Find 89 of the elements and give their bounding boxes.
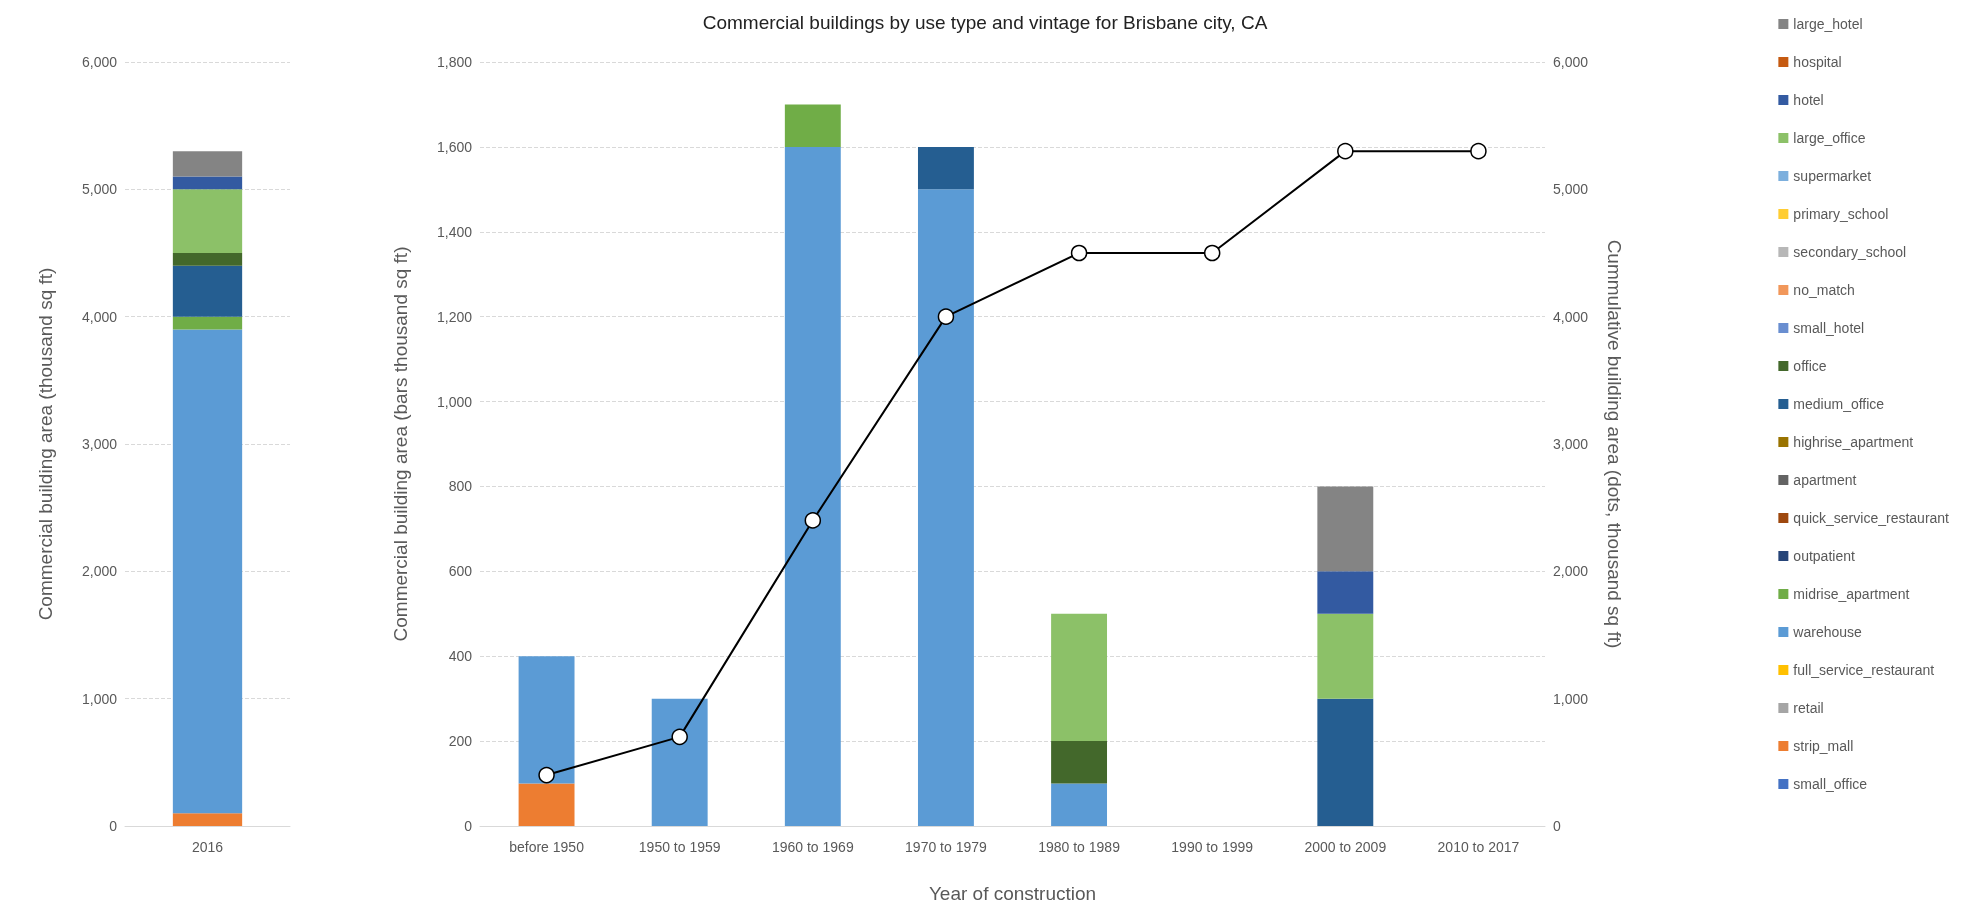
- legend-label: hospital: [1793, 54, 1842, 70]
- y-tick-label: 1,600: [436, 138, 473, 155]
- x-tick-label: 2010 to 2017: [1437, 839, 1520, 855]
- legend-label: apartment: [1793, 472, 1857, 488]
- point: [538, 766, 555, 784]
- bar: [651, 698, 708, 826]
- y-tick-label: 4,000: [81, 308, 118, 325]
- x-tick-label: 1960 to 1969: [771, 839, 854, 855]
- bar: [172, 813, 243, 826]
- legend-label: warehouse: [1792, 624, 1863, 640]
- point: [1470, 142, 1487, 160]
- y-tick-label: 1,000: [81, 690, 118, 707]
- y2-axis-title: Cummulative building area (dots, thousand sq ft): [1604, 239, 1625, 649]
- bar: [518, 783, 575, 826]
- x-axis-title: Year of construction: [928, 883, 1097, 904]
- legend-label: small_hotel: [1793, 320, 1865, 336]
- bar: [1051, 783, 1108, 826]
- y2-tick-label: 6,000: [1553, 54, 1589, 70]
- point: [1070, 244, 1088, 262]
- x-tick-label: 1950 to 1959: [638, 839, 721, 855]
- y-tick-label: 1,800: [436, 54, 473, 70]
- y-tick-label: 3,000: [81, 436, 118, 452]
- bar: [917, 189, 974, 826]
- bar: [784, 146, 841, 826]
- bar: [1317, 571, 1374, 614]
- bar: [172, 176, 243, 190]
- legend-label: quick_service_restaurant: [1793, 510, 1950, 526]
- legend-label: secondary_school: [1793, 244, 1907, 260]
- y-axis-title: Commercial building area (thousand sq ft): [35, 267, 56, 621]
- x-tick-label: 1990 to 1999: [1171, 839, 1254, 855]
- x-tick-label: 1970 to 1979: [905, 839, 988, 855]
- legend-label: highrise_apartment: [1793, 434, 1914, 450]
- y-tick-label: 200: [448, 733, 473, 750]
- y-tick-label: 1,200: [436, 308, 473, 325]
- bar: [1051, 613, 1108, 742]
- y-tick-label: 400: [448, 648, 473, 665]
- y2-tick-label: 0: [1553, 818, 1561, 834]
- y-tick-label: 800: [448, 478, 473, 495]
- y-tick-label: 5,000: [81, 181, 118, 198]
- bar: [172, 253, 243, 266]
- y-tick-label: 2,000: [81, 563, 118, 580]
- bar: [784, 104, 841, 147]
- legend-label: strip_mall: [1793, 738, 1854, 754]
- legend-label: no_match: [1793, 282, 1855, 298]
- y-tick-label: 0: [464, 818, 473, 834]
- bar: [1317, 486, 1374, 572]
- y2-tick-label: 2,000: [1553, 563, 1589, 580]
- legend-label: large_office: [1793, 130, 1866, 146]
- bar: [1317, 698, 1374, 826]
- x-tick-label: before 1950: [509, 839, 585, 855]
- x-tick-label: 2016: [191, 839, 224, 855]
- legend-label: outpatient: [1793, 548, 1855, 564]
- legend-label: office: [1793, 358, 1827, 374]
- bar: [172, 151, 243, 177]
- legend-label: retail: [1793, 700, 1824, 716]
- y-tick-label: 6,000: [81, 54, 118, 70]
- y-tick-label: 600: [448, 563, 473, 580]
- y2-tick-label: 3,000: [1553, 436, 1589, 452]
- point: [1203, 244, 1221, 262]
- legend-label: hotel: [1793, 92, 1824, 108]
- x-tick-label: 2000 to 2009: [1304, 839, 1387, 855]
- point: [671, 728, 688, 746]
- y-tick-label: 0: [109, 818, 118, 834]
- point: [1337, 142, 1354, 160]
- bar: [172, 329, 243, 814]
- bar: [172, 316, 243, 330]
- y-tick-label: 1,400: [436, 223, 473, 240]
- legend-label: medium_office: [1793, 396, 1885, 412]
- bar: [1051, 741, 1108, 784]
- bar: [917, 146, 974, 190]
- point: [937, 308, 955, 325]
- legend-label: small_office: [1793, 776, 1868, 792]
- legend-label: full_service_restaurant: [1793, 662, 1935, 678]
- bar: [172, 189, 243, 253]
- bar: [518, 656, 575, 784]
- point: [804, 512, 822, 529]
- legend-label: midrise_apartment: [1793, 586, 1910, 602]
- legend-label: primary_school: [1793, 206, 1889, 222]
- legend-label: large_hotel: [1793, 16, 1863, 32]
- chart-title: Commercial buildings by use type and vintage for Brisbane city, CA: [702, 12, 1268, 33]
- x-tick-label: 1980 to 1989: [1038, 839, 1121, 855]
- y2-tick-label: 1,000: [1553, 690, 1589, 707]
- bar: [172, 265, 243, 317]
- y-axis-title: Commercial building area (bars thousand sq ft): [390, 246, 411, 642]
- y2-tick-label: 5,000: [1553, 181, 1589, 198]
- y2-tick-label: 4,000: [1553, 308, 1589, 325]
- legend-label: supermarket: [1793, 168, 1872, 184]
- bar: [1317, 613, 1374, 699]
- y-tick-label: 1,000: [436, 393, 473, 410]
